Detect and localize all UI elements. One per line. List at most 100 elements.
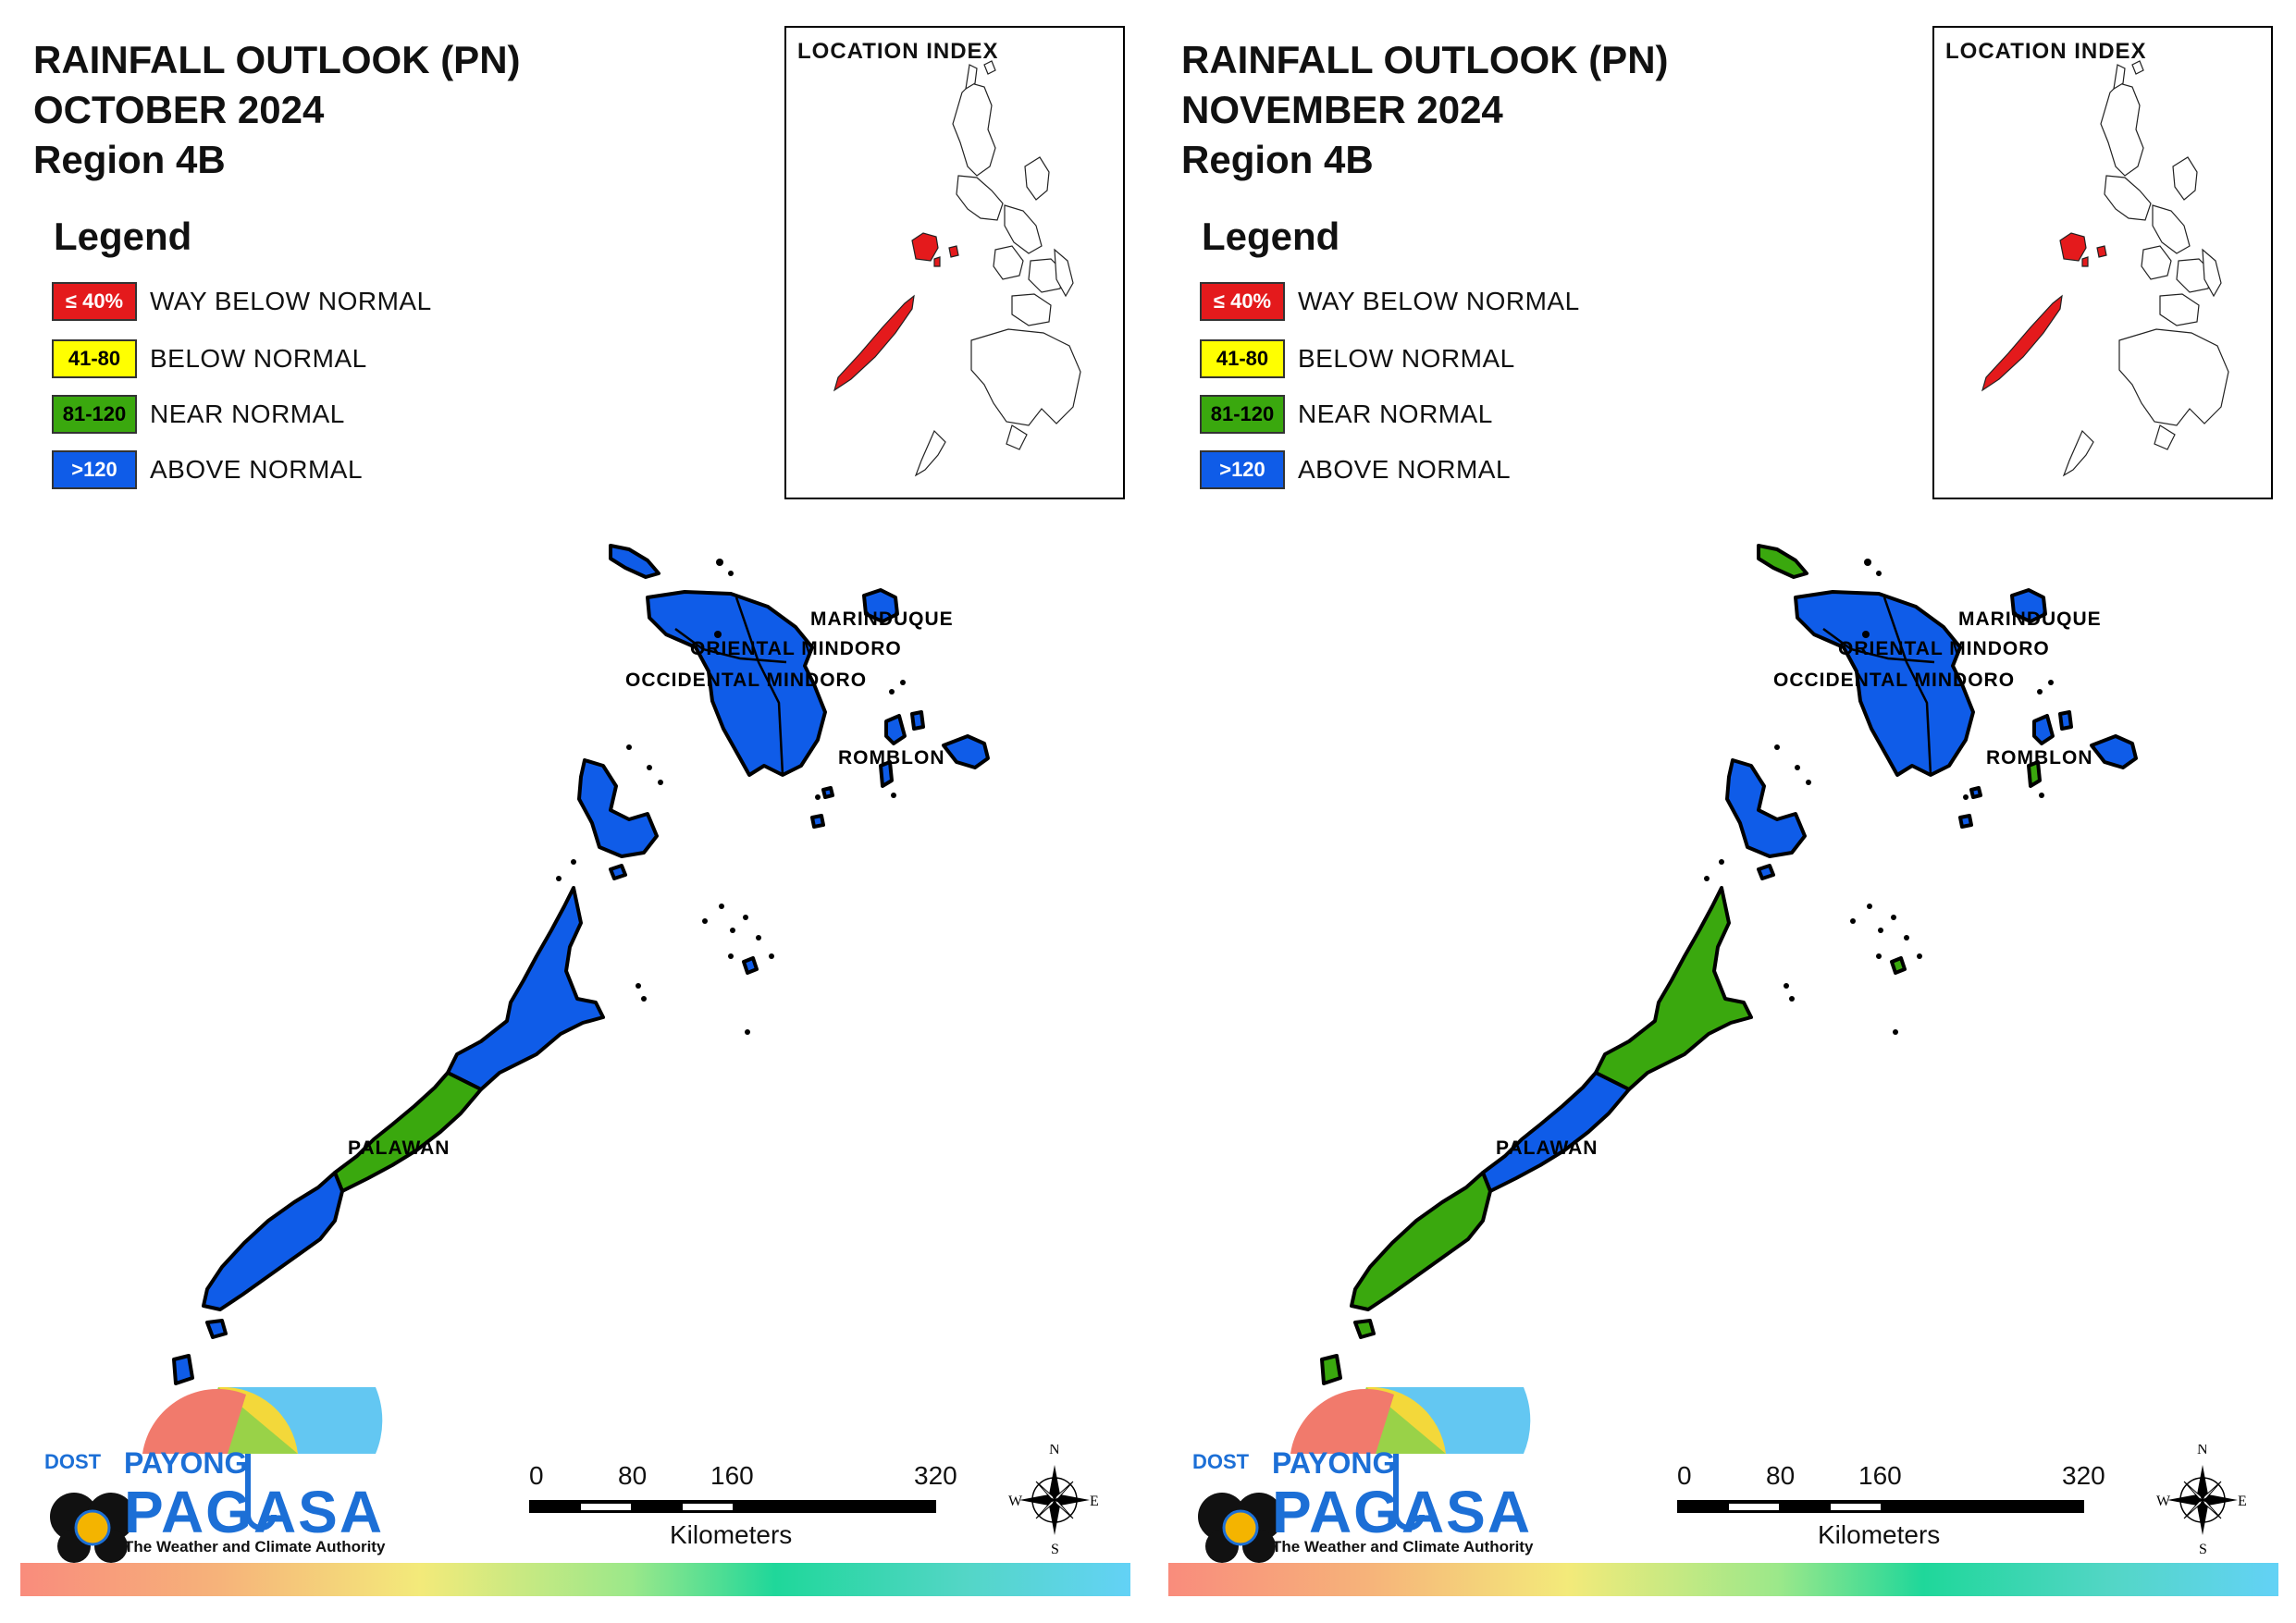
map-title: RAINFALL OUTLOOK (PN) OCTOBER 2024 Regio…: [33, 35, 521, 185]
legend-label: ABOVE NORMAL: [150, 455, 364, 484]
romblon-islands: [910, 710, 925, 731]
legend-swatch: >120: [1200, 450, 1285, 489]
location-index: LOCATION INDEX: [1932, 26, 2273, 499]
logo-pagasa: PAGASA: [124, 1479, 385, 1545]
legend-label: ABOVE NORMAL: [1298, 455, 1512, 484]
lubang-island: [1757, 544, 1808, 579]
compass-rose-icon: N S E W: [1008, 1445, 1099, 1555]
palawan-north: [1594, 886, 1753, 1091]
scale-tick: 0: [529, 1461, 544, 1490]
panel-october: RAINFALL OUTLOOK (PN) OCTOBER 2024 Regio…: [20, 26, 1130, 1596]
balabac-island: [1353, 1319, 1376, 1339]
legend-row-below: 41-80 BELOW NORMAL: [52, 338, 367, 379]
location-index-title: LOCATION INDEX: [1945, 39, 2147, 64]
label-romblon: ROMBLON: [838, 747, 945, 768]
compass-e: E: [1090, 1494, 1099, 1509]
map-title: RAINFALL OUTLOOK (PN) NOVEMBER 2024 Regi…: [1181, 35, 1669, 185]
balabac-island: [1320, 1354, 1342, 1385]
cuyo-islands: [1890, 956, 1907, 975]
calamian-islands: [577, 758, 659, 858]
scale-bar: 0 80 160 320 Kilometers: [1677, 1461, 2130, 1563]
scale-unit: Kilometers: [1818, 1520, 1941, 1549]
label-palawan: PALAWAN: [1496, 1137, 1598, 1159]
romblon-islands: [2090, 734, 2138, 769]
legend-swatch: >120: [52, 450, 137, 489]
legend-label: BELOW NORMAL: [150, 344, 367, 373]
gradient-footer-bar: [20, 1563, 1130, 1596]
palawan-south: [202, 1171, 344, 1311]
logo-tagline: The Weather and Climate Authority: [1272, 1538, 1534, 1555]
compass-n: N: [1049, 1445, 1060, 1457]
title-line-1: RAINFALL OUTLOOK (PN): [1181, 38, 1669, 81]
legend-row-way-below: ≤ 40% WAY BELOW NORMAL: [52, 281, 432, 322]
legend-label: WAY BELOW NORMAL: [150, 287, 432, 315]
label-oriental-mindoro: ORIENTAL MINDORO: [690, 638, 902, 659]
legend-title: Legend: [54, 215, 192, 258]
label-marinduque: MARINDUQUE: [810, 609, 954, 630]
marinduque-island: [862, 588, 899, 623]
pagasa-logo: [50, 1387, 383, 1563]
location-index-map: [833, 60, 1081, 477]
legend-swatch: 81-120: [52, 395, 137, 434]
compass-s: S: [2199, 1542, 2207, 1555]
legend-label: WAY BELOW NORMAL: [1298, 287, 1580, 315]
logo-pagasa: PAGASA: [1272, 1479, 1533, 1545]
romblon-islands: [884, 714, 907, 745]
legend-row-above: >120 ABOVE NORMAL: [52, 449, 363, 490]
title-line-3: Region 4B: [33, 138, 226, 181]
palawan-mid: [333, 1071, 483, 1193]
marinduque-island: [2010, 588, 2047, 623]
scale-tick: 320: [2062, 1461, 2105, 1490]
scale-unit: Kilometers: [670, 1520, 793, 1549]
legend-title: Legend: [1202, 215, 1340, 258]
islet: [1969, 786, 1982, 799]
compass-n: N: [2197, 1445, 2208, 1457]
legend-label: BELOW NORMAL: [1298, 344, 1515, 373]
compass-e: E: [2238, 1494, 2247, 1509]
romblon-islands: [2027, 760, 2042, 788]
scale-bar: 0 80 160 320 Kilometers: [529, 1461, 982, 1563]
palawan-mid: [1481, 1071, 1631, 1193]
location-index: LOCATION INDEX: [784, 26, 1125, 499]
pagasa-logo: [1198, 1387, 1531, 1563]
islet: [821, 786, 834, 799]
islet: [810, 814, 825, 829]
legend-row-near: 81-120 NEAR NORMAL: [52, 394, 345, 435]
scale-tick: 160: [710, 1461, 754, 1490]
balabac-island: [205, 1319, 228, 1339]
balabac-island: [172, 1354, 194, 1385]
legend-swatch: 81-120: [1200, 395, 1285, 434]
label-palawan: PALAWAN: [348, 1137, 450, 1159]
islet: [1757, 864, 1775, 880]
gradient-footer-bar: [1168, 1563, 2278, 1596]
logo-payong: PAYONG: [124, 1446, 248, 1480]
legend-swatch: 41-80: [1200, 339, 1285, 378]
islet-dots: [556, 559, 906, 1035]
title-line-2: NOVEMBER 2024: [1181, 88, 1503, 131]
label-romblon: ROMBLON: [1986, 747, 2093, 768]
label-occidental-mindoro: OCCIDENTAL MINDORO: [1773, 670, 2015, 691]
region-4b-highlight: [833, 232, 959, 392]
scale-tick: 80: [1766, 1461, 1796, 1490]
label-occidental-mindoro: OCCIDENTAL MINDORO: [625, 670, 867, 691]
legend-swatch: 41-80: [52, 339, 137, 378]
palawan-north: [446, 886, 605, 1091]
islet: [609, 864, 627, 880]
compass-w: W: [1008, 1494, 1023, 1509]
islet: [1958, 814, 1973, 829]
logo-dost: DOST: [1192, 1450, 1250, 1473]
legend-swatch: ≤ 40%: [52, 282, 137, 321]
cuyo-islands: [742, 956, 759, 975]
region-map: MARINDUQUE ORIENTAL MINDORO OCCIDENTAL M…: [172, 544, 990, 1385]
calamian-islands: [1725, 758, 1807, 858]
romblon-islands: [942, 734, 990, 769]
islet-dots: [1704, 559, 2054, 1035]
scale-tick: 80: [618, 1461, 648, 1490]
palawan-south: [1350, 1171, 1492, 1311]
logo-tagline: The Weather and Climate Authority: [124, 1538, 386, 1555]
legend-swatch: ≤ 40%: [1200, 282, 1285, 321]
legend-label: NEAR NORMAL: [150, 400, 345, 428]
compass-w: W: [2156, 1494, 2171, 1509]
title-line-3: Region 4B: [1181, 138, 1374, 181]
compass-s: S: [1051, 1542, 1059, 1555]
